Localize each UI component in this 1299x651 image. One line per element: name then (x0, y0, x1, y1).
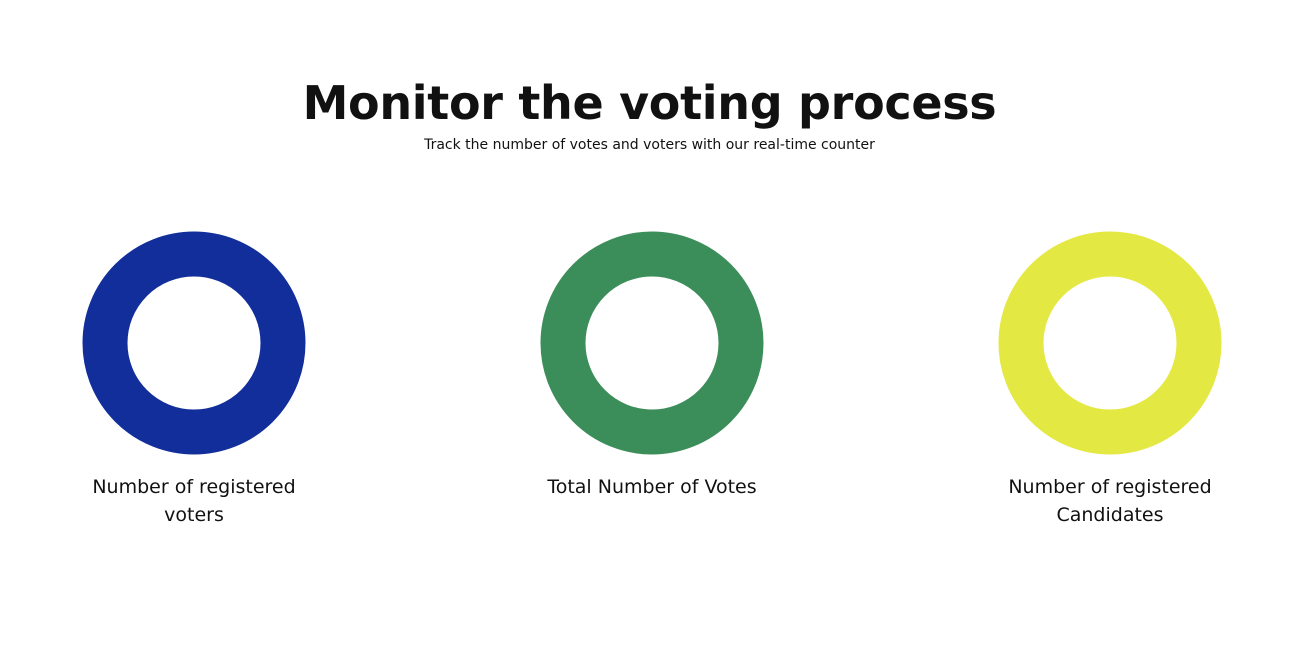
total-votes-counter: Total Number of Votes (522, 231, 782, 501)
registered-voters-label: Number of registered voters (92, 476, 296, 526)
progress-ring-icon (540, 231, 764, 455)
total-votes-label: Total Number of Votes (547, 476, 757, 498)
registered-candidates-label: Number of registered Candidates (1008, 476, 1212, 526)
registered-candidates-counter: Number of registered Candidates (980, 231, 1240, 529)
progress-ring-icon (82, 231, 306, 455)
header: Monitor the voting process Track the num… (0, 74, 1299, 154)
page-subtitle: Track the number of votes and voters wit… (424, 137, 875, 153)
page-title: Monitor the voting process (302, 76, 997, 130)
registered-voters-counter: Number of registered voters (64, 231, 324, 529)
progress-ring-icon (998, 231, 1222, 455)
